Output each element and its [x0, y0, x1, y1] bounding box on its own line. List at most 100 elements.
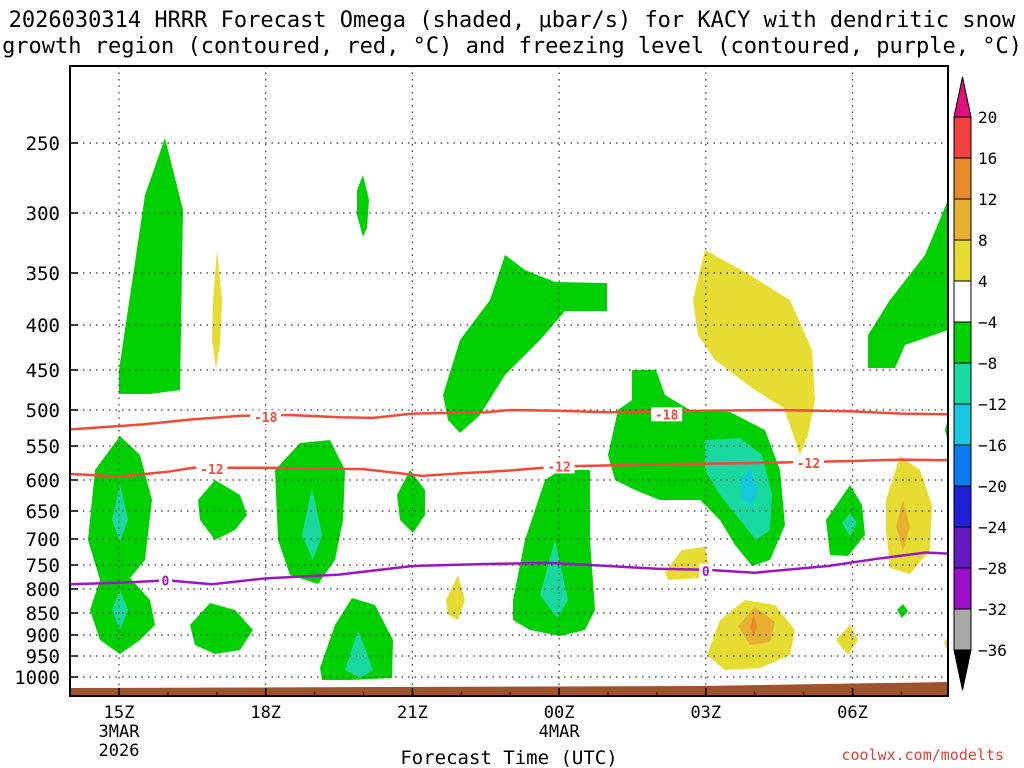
omega-region: [896, 500, 910, 550]
y-axis: 2503003504004505005506006507007508008509…: [14, 133, 78, 689]
contour-label: 0: [162, 574, 170, 589]
credit-link[interactable]: coolwx.com/modelts: [841, 746, 1004, 764]
omega-region: [88, 436, 155, 654]
colorbar: 20 16 12 8 4 −4 −8 −12 −16 −20 −24 −28 −32 −36: [953, 76, 1007, 691]
colorbar-bin: [953, 485, 972, 528]
colorbar-bin: [953, 608, 972, 651]
omega-region: [446, 575, 465, 620]
contour-label: 0: [702, 565, 710, 580]
chart-title-line1: 2026030314 HRRR Forecast Omega (shaded, …: [8, 8, 1016, 33]
x-tick-date: 3MAR: [99, 722, 141, 742]
omega-region: [836, 625, 858, 655]
colorbar-label: −36: [978, 641, 1007, 660]
colorbar-bin: [953, 526, 972, 569]
x-axis-title: Forecast Time (UTC): [400, 747, 617, 768]
omega-region: [842, 513, 857, 537]
y-tick-label: 800: [26, 579, 60, 601]
x-tick-label: 21Z: [397, 703, 428, 723]
y-tick-label: 400: [26, 315, 60, 337]
chart-title-line2: growth region (contoured, red, °C) and f…: [2, 34, 1022, 59]
colorbar-label: −20: [978, 477, 1007, 496]
y-tick-label: 300: [26, 203, 60, 225]
omega-region: [190, 603, 253, 654]
contour-label-bg: [250, 410, 282, 425]
y-tick-label: 950: [26, 646, 60, 668]
colorbar-bin: [953, 198, 972, 241]
colorbar-label: 4: [978, 272, 988, 291]
contour-label-bg: [543, 459, 575, 474]
omega-region: [740, 468, 758, 505]
colorbar-bin: [953, 280, 972, 323]
colorbar-label: 8: [978, 231, 988, 250]
grid: [70, 66, 948, 696]
x-tick-date: 4MAR: [539, 722, 581, 742]
omega-region: [345, 630, 373, 678]
y-tick-label: 500: [26, 400, 60, 422]
contour-label: -18: [254, 411, 278, 426]
contour-label: -18: [655, 408, 679, 423]
y-tick-label: 250: [26, 133, 60, 155]
colorbar-bin: [953, 362, 972, 405]
colorbar-bottom-arrow: [953, 649, 972, 691]
x-tick-label: 06Z: [837, 703, 868, 723]
colorbar-bin: [953, 444, 972, 487]
plot-frame: [69, 65, 949, 697]
x-tick-label: 00Z: [544, 703, 575, 723]
contour-label-bg: [196, 462, 228, 477]
omega-region: [443, 255, 607, 433]
y-tick-label: 700: [26, 529, 60, 551]
omega-region: [198, 480, 247, 540]
colorbar-bin: [953, 116, 972, 159]
contour-line: [70, 408, 948, 431]
colorbar-bin: [953, 239, 972, 282]
y-tick-label: 350: [26, 263, 60, 285]
contour-label-bg: [651, 407, 683, 422]
contour-label: -12: [200, 463, 223, 478]
omega-region: [112, 484, 128, 542]
y-tick-label: 1000: [14, 667, 60, 689]
contour-label: -12: [797, 457, 820, 472]
colorbar-bin: [953, 157, 972, 200]
omega-region: [693, 250, 815, 455]
omega-region: [868, 200, 948, 368]
colorbar-label: 16: [978, 149, 997, 168]
terrain: [70, 682, 948, 696]
colorbar-bin: [953, 567, 972, 610]
contour-label: -12: [547, 460, 570, 475]
contour-label-bg: [792, 456, 824, 470]
y-tick-label: 900: [26, 625, 60, 647]
x-tick-label: 03Z: [690, 703, 721, 723]
contour-line: [70, 551, 948, 586]
omega-region: [750, 615, 757, 636]
omega-shading: [70, 138, 948, 696]
contour-label-bg: [699, 563, 713, 578]
y-tick-label: 450: [26, 360, 60, 382]
colorbar-label: −28: [978, 559, 1007, 578]
omega-region: [357, 175, 369, 237]
colorbar-label: −8: [978, 354, 997, 373]
colorbar-label: −16: [978, 436, 1007, 455]
y-tick-label: 600: [26, 470, 60, 492]
colorbar-label: −32: [978, 600, 1007, 619]
omega-region: [397, 470, 425, 533]
omega-region: [112, 590, 128, 630]
contour-labels: -18 -18 -12 -12 -12 0 0: [158, 407, 824, 589]
y-tick-label: 650: [26, 501, 60, 523]
omega-region: [540, 540, 568, 618]
omega-region: [302, 488, 322, 560]
omega-region: [886, 456, 932, 574]
contour-label-bg: [158, 573, 172, 588]
x-tick-year: 2026: [99, 741, 140, 761]
colorbar-label: −4: [978, 313, 997, 332]
colorbar-label: 20: [978, 108, 997, 127]
omega-region: [665, 547, 710, 580]
y-tick-label: 750: [26, 555, 60, 577]
omega-region: [897, 604, 908, 618]
colorbar-bin: [953, 321, 972, 364]
omega-region: [212, 250, 222, 368]
colorbar-label: −24: [978, 518, 1007, 537]
omega-region: [119, 138, 183, 394]
y-tick-label: 550: [26, 436, 60, 458]
